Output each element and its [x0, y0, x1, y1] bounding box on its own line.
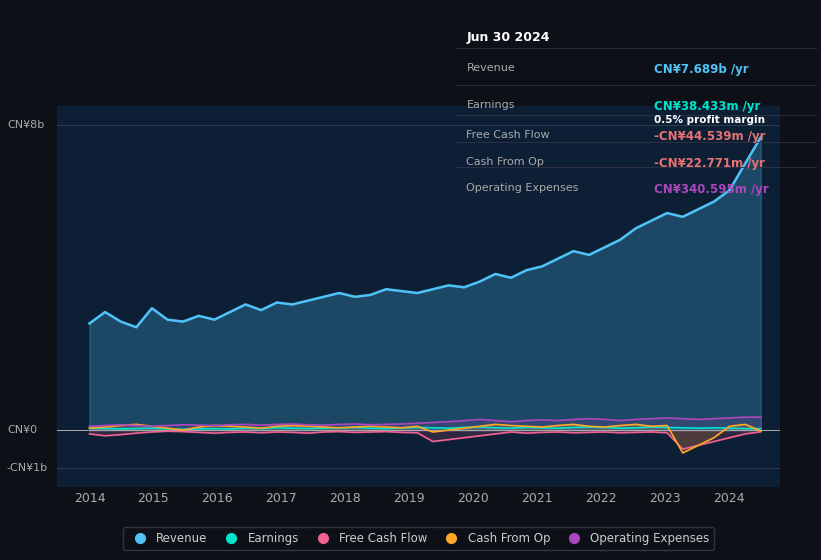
Text: -CN¥1b: -CN¥1b	[7, 463, 48, 473]
Text: Jun 30 2024: Jun 30 2024	[466, 31, 550, 44]
Text: CN¥340.595m /yr: CN¥340.595m /yr	[654, 183, 769, 195]
Text: -CN¥22.771m /yr: -CN¥22.771m /yr	[654, 157, 765, 170]
Text: CN¥7.689b /yr: CN¥7.689b /yr	[654, 63, 749, 76]
Legend: Revenue, Earnings, Free Cash Flow, Cash From Op, Operating Expenses: Revenue, Earnings, Free Cash Flow, Cash …	[123, 528, 714, 550]
Text: CN¥8b: CN¥8b	[7, 120, 44, 130]
Text: 0.5% profit margin: 0.5% profit margin	[654, 115, 765, 125]
Text: Operating Expenses: Operating Expenses	[466, 183, 579, 193]
Text: Earnings: Earnings	[466, 100, 515, 110]
Text: CN¥0: CN¥0	[7, 425, 37, 435]
Text: -CN¥44.539m /yr: -CN¥44.539m /yr	[654, 130, 766, 143]
Text: Revenue: Revenue	[466, 63, 516, 73]
Text: Cash From Op: Cash From Op	[466, 157, 544, 167]
Text: Free Cash Flow: Free Cash Flow	[466, 130, 550, 141]
Text: CN¥38.433m /yr: CN¥38.433m /yr	[654, 100, 761, 113]
